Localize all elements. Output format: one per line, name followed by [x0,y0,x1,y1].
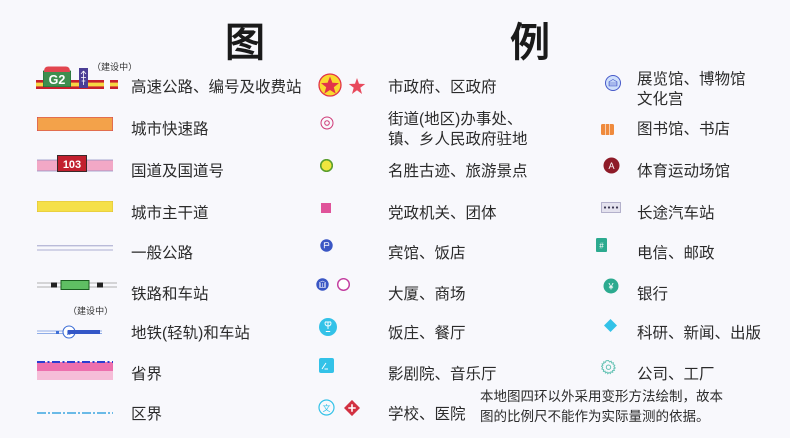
svg-text:#: # [599,242,604,251]
svg-text:G2: G2 [49,73,66,87]
svg-text:A: A [608,161,614,171]
svg-text:¥: ¥ [607,281,614,291]
svg-text:文: 文 [323,403,331,413]
svg-text:103: 103 [63,159,81,171]
